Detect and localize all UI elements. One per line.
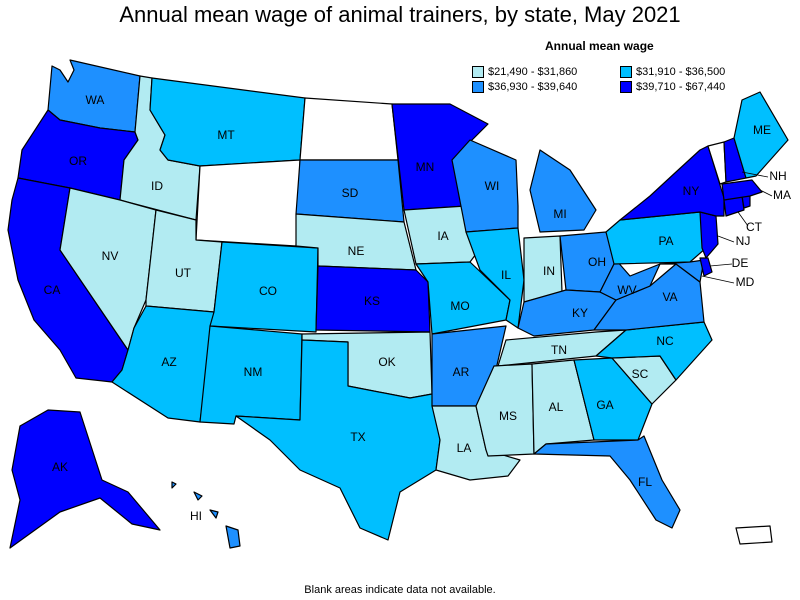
- label-ca: CA: [44, 283, 61, 297]
- label-hi: HI: [190, 509, 202, 523]
- legend-title: Annual mean wage: [545, 39, 654, 53]
- leader-nh: [741, 171, 769, 178]
- legend-item-4: $39,710 - $67,440: [620, 81, 725, 93]
- label-fl: FL: [638, 475, 652, 489]
- label-tx: TX: [350, 430, 365, 444]
- label-nm: NM: [244, 365, 263, 379]
- state-nd: [299, 97, 399, 161]
- state-de: [699, 257, 713, 277]
- state-ma: [721, 179, 763, 201]
- label-ky: KY: [572, 306, 588, 320]
- state-hi-island-4: [171, 481, 177, 489]
- label-al: AL: [549, 400, 564, 414]
- state-md: [659, 259, 705, 283]
- legend-label-4: $39,710 - $67,440: [636, 81, 726, 93]
- label-me: ME: [753, 123, 771, 137]
- leader-md: [701, 275, 735, 284]
- label-or: OR: [69, 154, 87, 168]
- label-nh: NH: [769, 169, 786, 183]
- state-fl: [533, 435, 681, 529]
- label-tn: TN: [551, 343, 567, 357]
- label-ms: MS: [499, 409, 517, 423]
- state-hi-main: [225, 525, 241, 549]
- label-sc: SC: [632, 367, 649, 381]
- label-ar: AR: [453, 365, 470, 379]
- legend-item-2: $31,910 - $36,500: [620, 66, 725, 78]
- state-tx: [235, 339, 441, 541]
- label-ga: GA: [596, 398, 613, 412]
- label-va: VA: [662, 290, 677, 304]
- state-ny: [619, 145, 725, 221]
- label-in: IN: [543, 264, 555, 278]
- legend-item-1: $21,490 - $31,860: [472, 66, 577, 78]
- label-ok: OK: [378, 355, 395, 369]
- legend-label-3: $36,930 - $39,640: [488, 81, 578, 93]
- leader-nj: [717, 235, 735, 243]
- map-title: Annual mean wage of animal trainers, by …: [119, 2, 681, 27]
- legend-item-3: $36,930 - $39,640: [472, 81, 577, 93]
- label-oh: OH: [588, 255, 606, 269]
- state-ks: [315, 265, 431, 333]
- state-ga: [573, 357, 653, 441]
- label-il: IL: [501, 268, 511, 282]
- label-wv: WV: [617, 283, 636, 297]
- label-ak: AK: [52, 460, 68, 474]
- label-mt: MT: [217, 128, 235, 142]
- label-nc: NC: [656, 334, 674, 348]
- label-nj: NJ: [736, 234, 751, 248]
- state-al: [531, 359, 595, 455]
- label-pa: PA: [658, 234, 673, 248]
- state-hi-island-3: [193, 491, 203, 501]
- label-ma: MA: [773, 188, 791, 202]
- label-ct: CT: [746, 220, 763, 234]
- label-co: CO: [259, 284, 277, 298]
- label-id: ID: [151, 179, 163, 193]
- leader-ct: [737, 211, 749, 227]
- leader-ma: [759, 189, 773, 197]
- label-ne: NE: [348, 244, 365, 258]
- data-availability-note: Blank areas indicate data not available.: [304, 584, 496, 596]
- state-ak: [9, 409, 161, 549]
- legend-label-1: $21,490 - $31,860: [488, 66, 578, 78]
- label-de: DE: [732, 256, 749, 270]
- label-ny: NY: [683, 184, 700, 198]
- label-az: AZ: [161, 355, 176, 369]
- state-ri: [741, 195, 751, 209]
- label-ut: UT: [175, 266, 192, 280]
- label-nv: NV: [102, 249, 119, 263]
- state-me: [733, 91, 789, 179]
- label-md: MD: [736, 275, 755, 289]
- label-ia: IA: [437, 229, 448, 243]
- state-il: [465, 227, 525, 329]
- label-wa: WA: [86, 93, 105, 107]
- legend-swatch-4: [620, 81, 632, 93]
- state-mi: [529, 149, 597, 233]
- label-mi: MI: [553, 207, 566, 221]
- label-mo: MO: [450, 299, 469, 313]
- legend-swatch-3: [472, 81, 484, 93]
- label-mn: MN: [416, 160, 435, 174]
- state-wy: [195, 159, 301, 247]
- label-ks: KS: [364, 294, 380, 308]
- state-hi-island-2: [209, 509, 219, 519]
- leader-de: [709, 263, 733, 267]
- legend-label-2: $31,910 - $36,500: [636, 66, 726, 78]
- legend-swatch-1: [472, 66, 484, 78]
- state-nj: [699, 211, 719, 259]
- state-mt: [149, 77, 306, 167]
- state-pr: [735, 525, 773, 545]
- label-la: LA: [457, 441, 472, 455]
- label-sd: SD: [342, 186, 359, 200]
- state-nv: [59, 187, 157, 351]
- label-wi: WI: [485, 179, 500, 193]
- legend-swatch-2: [620, 66, 632, 78]
